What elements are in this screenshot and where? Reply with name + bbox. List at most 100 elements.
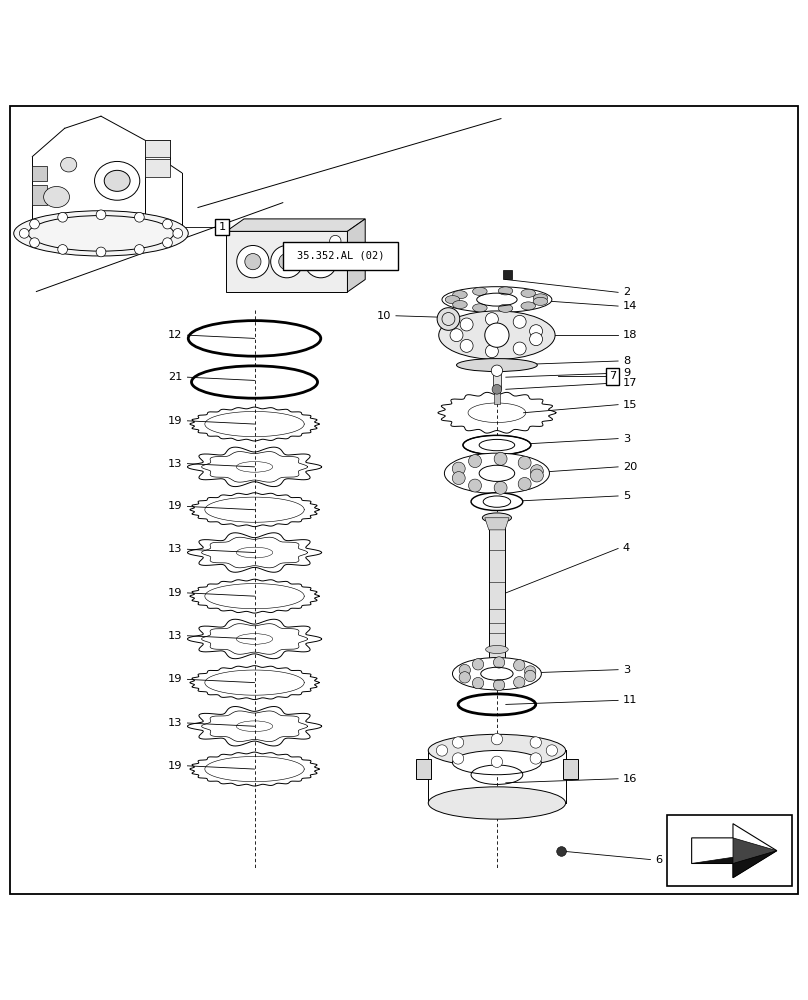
Polygon shape (485, 518, 509, 530)
Circle shape (134, 212, 145, 222)
Text: 15: 15 (623, 400, 638, 410)
Circle shape (494, 481, 507, 494)
Ellipse shape (444, 453, 549, 494)
Circle shape (513, 315, 526, 328)
Bar (494, 389, 500, 404)
Ellipse shape (439, 311, 555, 359)
Circle shape (491, 365, 503, 376)
Circle shape (529, 333, 542, 346)
Bar (226, 231, 347, 292)
Text: 19: 19 (168, 501, 183, 511)
Circle shape (518, 456, 531, 469)
Ellipse shape (428, 787, 566, 819)
Text: 13: 13 (168, 631, 183, 641)
Bar (416, 759, 431, 779)
Text: 19: 19 (168, 761, 183, 771)
Text: 18: 18 (623, 330, 638, 340)
Text: 14: 14 (623, 301, 638, 311)
Ellipse shape (437, 308, 460, 330)
Circle shape (452, 737, 464, 748)
Ellipse shape (499, 287, 513, 295)
Circle shape (57, 245, 67, 254)
Ellipse shape (486, 645, 508, 654)
Circle shape (96, 210, 106, 220)
Circle shape (513, 342, 526, 355)
Text: 1: 1 (219, 222, 225, 232)
Text: 11: 11 (623, 695, 638, 705)
Circle shape (452, 472, 465, 485)
Ellipse shape (533, 297, 548, 305)
Circle shape (237, 245, 269, 278)
Polygon shape (226, 219, 365, 231)
Text: 17: 17 (623, 378, 638, 388)
Ellipse shape (521, 289, 536, 297)
Polygon shape (692, 824, 776, 878)
Text: 35.352.AL (02): 35.352.AL (02) (297, 251, 385, 261)
Circle shape (473, 659, 484, 670)
Circle shape (469, 479, 482, 492)
Circle shape (30, 219, 40, 229)
Circle shape (96, 247, 106, 257)
Text: 9: 9 (623, 368, 630, 378)
Ellipse shape (95, 161, 140, 200)
Circle shape (450, 329, 463, 342)
Circle shape (524, 666, 536, 677)
Bar (489, 518, 505, 658)
Circle shape (452, 462, 465, 475)
Bar (563, 759, 578, 779)
Circle shape (469, 455, 482, 468)
Circle shape (491, 734, 503, 745)
Circle shape (486, 345, 499, 358)
Ellipse shape (452, 658, 541, 690)
Circle shape (557, 847, 566, 856)
Circle shape (494, 452, 507, 465)
Ellipse shape (463, 435, 531, 455)
Bar (32, 166, 47, 181)
Text: 5: 5 (623, 491, 630, 501)
Circle shape (162, 219, 172, 229)
Text: 3: 3 (623, 665, 630, 675)
Circle shape (436, 745, 448, 756)
Circle shape (452, 753, 464, 764)
Ellipse shape (428, 734, 566, 767)
Ellipse shape (482, 513, 511, 523)
Text: 4: 4 (623, 543, 630, 553)
Circle shape (245, 254, 261, 270)
Bar (503, 270, 512, 279)
Circle shape (459, 664, 470, 676)
Circle shape (30, 238, 40, 247)
Circle shape (279, 254, 295, 270)
Circle shape (305, 245, 337, 278)
Text: 6: 6 (655, 855, 663, 865)
Circle shape (485, 323, 509, 347)
Ellipse shape (442, 287, 552, 313)
Text: 2: 2 (623, 287, 630, 297)
Ellipse shape (452, 291, 467, 299)
Ellipse shape (14, 211, 188, 256)
Text: 13: 13 (168, 459, 183, 469)
Circle shape (473, 677, 484, 689)
Ellipse shape (473, 304, 487, 312)
Circle shape (530, 753, 541, 764)
Bar (32, 185, 47, 205)
Circle shape (491, 756, 503, 767)
Bar (145, 140, 170, 157)
Circle shape (461, 318, 473, 331)
Circle shape (271, 245, 303, 278)
Circle shape (518, 477, 531, 490)
Bar (145, 159, 170, 177)
Circle shape (162, 238, 172, 247)
Ellipse shape (61, 157, 77, 172)
Circle shape (492, 384, 502, 394)
Bar (493, 373, 501, 389)
Text: 13: 13 (168, 718, 183, 728)
Circle shape (19, 229, 29, 238)
Ellipse shape (104, 170, 130, 191)
Ellipse shape (44, 186, 69, 208)
Circle shape (529, 325, 542, 338)
Circle shape (134, 245, 144, 254)
Circle shape (461, 339, 473, 352)
Circle shape (494, 657, 505, 668)
Ellipse shape (452, 301, 467, 309)
Ellipse shape (533, 294, 548, 302)
